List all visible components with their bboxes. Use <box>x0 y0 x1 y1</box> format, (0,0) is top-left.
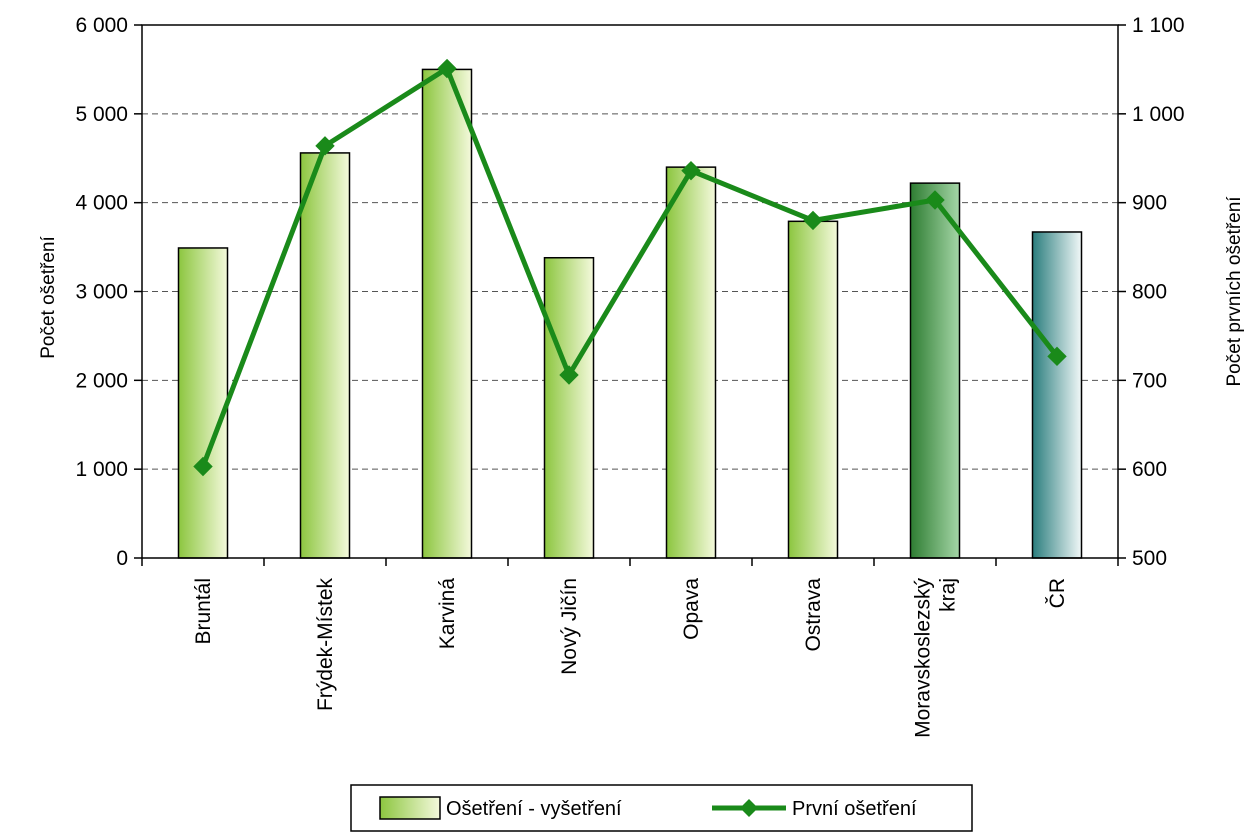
line-point <box>681 160 701 181</box>
gridlines <box>142 113 1118 470</box>
legend-line-marker <box>740 799 758 817</box>
bar <box>1031 231 1083 559</box>
bar <box>909 182 961 559</box>
right-tick-label: 900 <box>1132 192 1167 215</box>
axes <box>134 24 1126 566</box>
left-tick-label: 3 000 <box>75 281 128 304</box>
line-point <box>315 136 335 156</box>
category-label: ČR <box>1046 578 1069 608</box>
line-point <box>559 365 579 385</box>
bar <box>665 166 717 559</box>
right-tick-label: 1 100 <box>1132 14 1185 37</box>
line-point <box>193 456 213 477</box>
bar-series <box>177 68 1083 559</box>
right-tick-label: 1 000 <box>1132 103 1185 126</box>
left-tick-label: 1 000 <box>75 458 128 481</box>
left-tick-label: 5 000 <box>75 103 128 126</box>
category-label: Bruntál <box>192 578 215 645</box>
plot-area-border <box>141 24 1119 559</box>
bar <box>543 256 595 559</box>
bar <box>177 247 229 559</box>
right-tick-label: 800 <box>1132 281 1167 304</box>
left-tick-label: 2 000 <box>75 369 128 392</box>
legend: Ošetření - vyšetření První ošetření <box>350 784 973 832</box>
legend-box <box>350 784 973 832</box>
category-label-line: Karviná <box>436 578 459 650</box>
line-point <box>803 210 823 231</box>
category-label-line: Opava <box>680 578 703 640</box>
line-point <box>925 190 945 210</box>
left-tick-label: 0 <box>116 547 128 570</box>
legend-bar-label: Ošetření - vyšetření <box>446 798 622 820</box>
series-line <box>200 66 1059 468</box>
right-tick-label: 600 <box>1132 458 1167 481</box>
right-tick-label: 700 <box>1132 369 1167 392</box>
bar <box>787 220 839 559</box>
bar <box>299 152 351 559</box>
category-label: Moravskoslezský kraj <box>912 578 960 738</box>
category-label-line: Bruntál <box>192 578 215 645</box>
left-axis-title: Počet ošetření <box>38 236 59 359</box>
category-label: Ostrava <box>802 578 825 652</box>
category-label: Karviná <box>436 578 459 650</box>
category-label: Nový Jičín <box>558 578 581 675</box>
line-point <box>1047 346 1067 367</box>
legend-bar-swatch <box>379 796 441 820</box>
right-axis-title: Počet prvních ošetření <box>1224 196 1245 387</box>
category-label-line: Moravskoslezský <box>912 578 935 738</box>
category-label-line: ČR <box>1046 578 1069 608</box>
line-series <box>193 58 1067 477</box>
category-label-line: kraj <box>937 578 960 612</box>
legend-line-label: První ošetření <box>792 798 917 820</box>
right-tick-label: 500 <box>1132 547 1167 570</box>
left-tick-label: 4 000 <box>75 192 128 215</box>
category-label-line: Frýdek-Místek <box>314 578 337 712</box>
bar <box>421 68 473 559</box>
category-label-line: Nový Jičín <box>558 578 581 675</box>
axis-labels: 0 1 000 2 000 3 000 4 000 5 000 6 000 500 600 700… <box>38 14 1245 738</box>
left-tick-label: 6 000 <box>75 14 128 37</box>
category-label-line: Ostrava <box>802 578 825 652</box>
line-point <box>437 58 457 79</box>
category-label: Opava <box>680 578 703 640</box>
category-label: Frýdek-Místek <box>314 578 337 712</box>
